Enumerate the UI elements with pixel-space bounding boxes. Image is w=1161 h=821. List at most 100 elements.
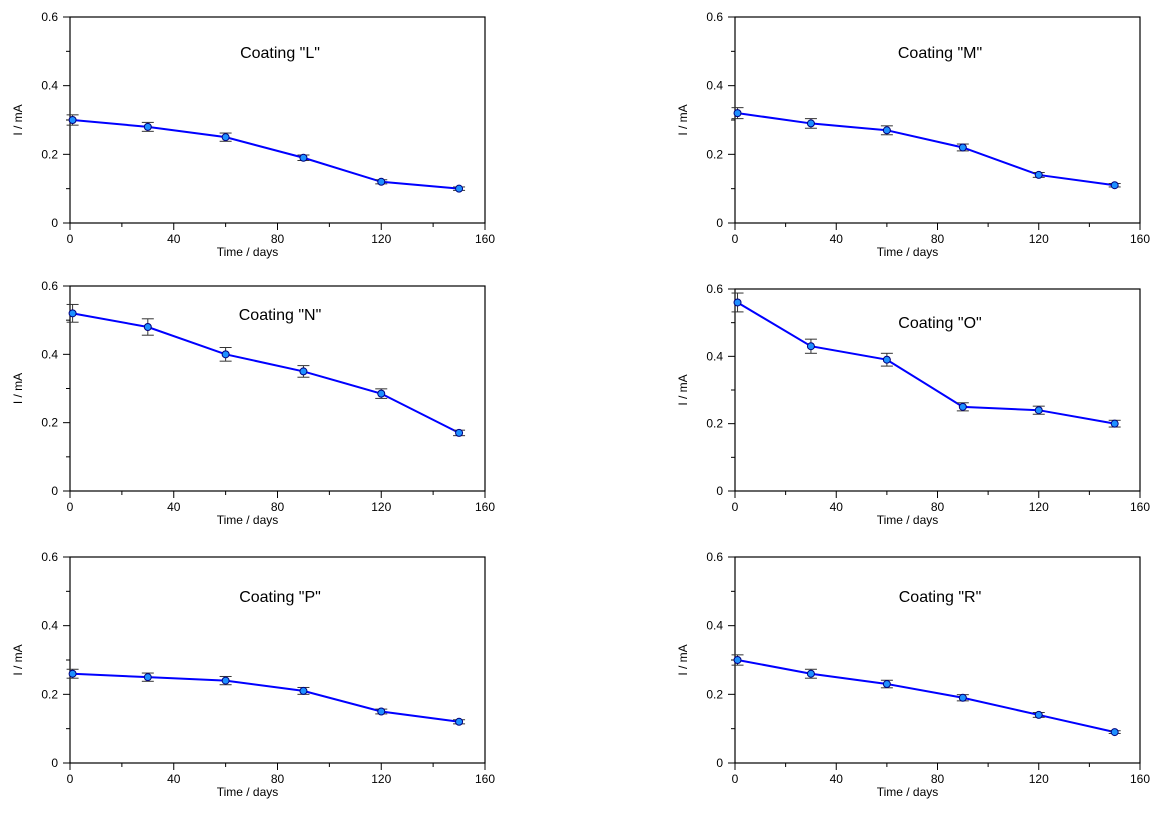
series-line bbox=[72, 119, 460, 190]
data-point bbox=[143, 323, 152, 331]
data-point bbox=[733, 656, 742, 664]
chart-title: Coating "O" bbox=[898, 315, 981, 332]
y-tick-label: 0.2 bbox=[41, 147, 58, 161]
chart-panel-3: 0 40 80 120 160 0 0.2 0.4 0.6 Time / days I / mA Co… bbox=[11, 279, 495, 527]
data-point bbox=[299, 367, 308, 376]
y-tick-label: 0.4 bbox=[706, 619, 723, 633]
x-tick-label: 80 bbox=[271, 772, 285, 786]
data-point bbox=[1034, 710, 1043, 719]
y-axis-title: I / mA bbox=[676, 644, 690, 675]
chart-title: Coating "N" bbox=[239, 307, 322, 324]
data-point bbox=[1110, 181, 1119, 190]
x-tick-label: 40 bbox=[830, 232, 844, 246]
data-point bbox=[958, 693, 967, 702]
y-tick-label: 0 bbox=[51, 756, 58, 770]
chart-panel-4: 0 40 80 120 160 0 0.2 0.4 0.6 Time / days I / mA Co… bbox=[676, 282, 1150, 527]
y-axis-title: I / mA bbox=[676, 104, 690, 135]
x-tick-label: 80 bbox=[931, 232, 945, 246]
y-tick-label: 0.2 bbox=[706, 687, 723, 701]
y-axis-title: I / mA bbox=[11, 104, 25, 135]
data-point bbox=[1110, 728, 1119, 737]
x-tick-label: 120 bbox=[371, 772, 391, 786]
data-point bbox=[958, 143, 967, 152]
x-tick-label: 160 bbox=[1130, 500, 1150, 514]
x-tick-label: 160 bbox=[1130, 772, 1150, 786]
data-point bbox=[377, 707, 386, 716]
x-tick-label: 160 bbox=[1130, 232, 1150, 246]
plot-frame bbox=[734, 556, 1141, 764]
data-point bbox=[882, 680, 891, 689]
x-tick-label: 0 bbox=[732, 232, 739, 246]
y-tick-label: 0.4 bbox=[41, 79, 58, 93]
data-point bbox=[299, 686, 308, 695]
data-point bbox=[299, 153, 308, 162]
y-axis-title: I / mA bbox=[11, 373, 25, 404]
chart-panel-2: 0 40 80 120 160 0 0.2 0.4 0.6 Time / days I / mA Co… bbox=[676, 10, 1150, 259]
y-tick-label: 0.4 bbox=[41, 347, 58, 361]
data-point bbox=[1034, 170, 1043, 179]
data-point bbox=[806, 342, 815, 351]
y-axis-title: I / mA bbox=[676, 374, 690, 405]
x-tick-label: 160 bbox=[475, 500, 495, 514]
y-tick-label: 0.6 bbox=[41, 10, 58, 24]
x-axis-title: Time / days bbox=[877, 245, 939, 259]
x-tick-label: 120 bbox=[1029, 232, 1049, 246]
data-point bbox=[806, 119, 815, 128]
chart-panel-6: 0 40 80 120 160 0 0.2 0.4 0.6 Time / days I / mA Co… bbox=[676, 550, 1150, 799]
x-axis-title: Time / days bbox=[217, 785, 279, 799]
y-tick-label: 0.4 bbox=[41, 619, 58, 633]
y-axis-title: I / mA bbox=[11, 644, 25, 675]
x-tick-label: 160 bbox=[475, 232, 495, 246]
series-line bbox=[737, 301, 1115, 425]
data-point bbox=[806, 669, 815, 678]
x-tick-label: 0 bbox=[67, 772, 74, 786]
y-tick-label: 0 bbox=[716, 216, 723, 230]
chart-panel-5: 0 40 80 120 160 0 0.2 0.4 0.6 Time / days I / mA Co… bbox=[11, 550, 495, 799]
data-point bbox=[1034, 406, 1043, 415]
y-tick-label: 0.4 bbox=[706, 79, 723, 93]
data-point bbox=[882, 355, 891, 364]
x-tick-label: 40 bbox=[167, 500, 181, 514]
y-tick-label: 0.4 bbox=[706, 349, 723, 363]
data-point bbox=[377, 177, 386, 186]
x-tick-label: 40 bbox=[167, 772, 181, 786]
x-tick-label: 0 bbox=[732, 772, 739, 786]
x-axis-title: Time / days bbox=[217, 245, 279, 259]
data-point bbox=[221, 676, 230, 685]
x-tick-label: 40 bbox=[830, 500, 844, 514]
y-tick-label: 0.2 bbox=[41, 416, 58, 430]
x-tick-label: 40 bbox=[830, 772, 844, 786]
y-tick-label: 0.6 bbox=[41, 550, 58, 564]
data-point bbox=[143, 673, 152, 682]
y-tick-label: 0.2 bbox=[41, 687, 58, 701]
data-point bbox=[143, 122, 152, 131]
x-tick-label: 0 bbox=[732, 500, 739, 514]
data-point bbox=[733, 298, 742, 307]
data-point bbox=[455, 717, 464, 726]
x-tick-label: 80 bbox=[271, 500, 285, 514]
x-tick-label: 120 bbox=[1029, 772, 1049, 786]
data-point bbox=[68, 116, 77, 124]
x-tick-label: 80 bbox=[931, 772, 945, 786]
y-tick-label: 0 bbox=[51, 216, 58, 230]
x-tick-label: 160 bbox=[475, 772, 495, 786]
y-tick-label: 0 bbox=[716, 484, 723, 498]
data-point bbox=[68, 669, 77, 678]
y-tick-label: 0.6 bbox=[41, 279, 58, 293]
data-point bbox=[733, 109, 742, 118]
x-axis-title: Time / days bbox=[877, 513, 939, 527]
x-tick-label: 120 bbox=[371, 500, 391, 514]
x-tick-label: 0 bbox=[67, 232, 74, 246]
x-tick-label: 120 bbox=[371, 232, 391, 246]
data-point bbox=[221, 133, 230, 142]
x-tick-label: 40 bbox=[167, 232, 181, 246]
plot-frame bbox=[69, 556, 486, 764]
y-tick-label: 0.2 bbox=[706, 147, 723, 161]
chart-title: Coating "M" bbox=[898, 45, 982, 62]
series-line bbox=[72, 312, 460, 434]
series-line bbox=[737, 659, 1115, 734]
series-line bbox=[72, 672, 460, 723]
x-tick-label: 0 bbox=[67, 500, 74, 514]
x-tick-label: 80 bbox=[271, 232, 285, 246]
